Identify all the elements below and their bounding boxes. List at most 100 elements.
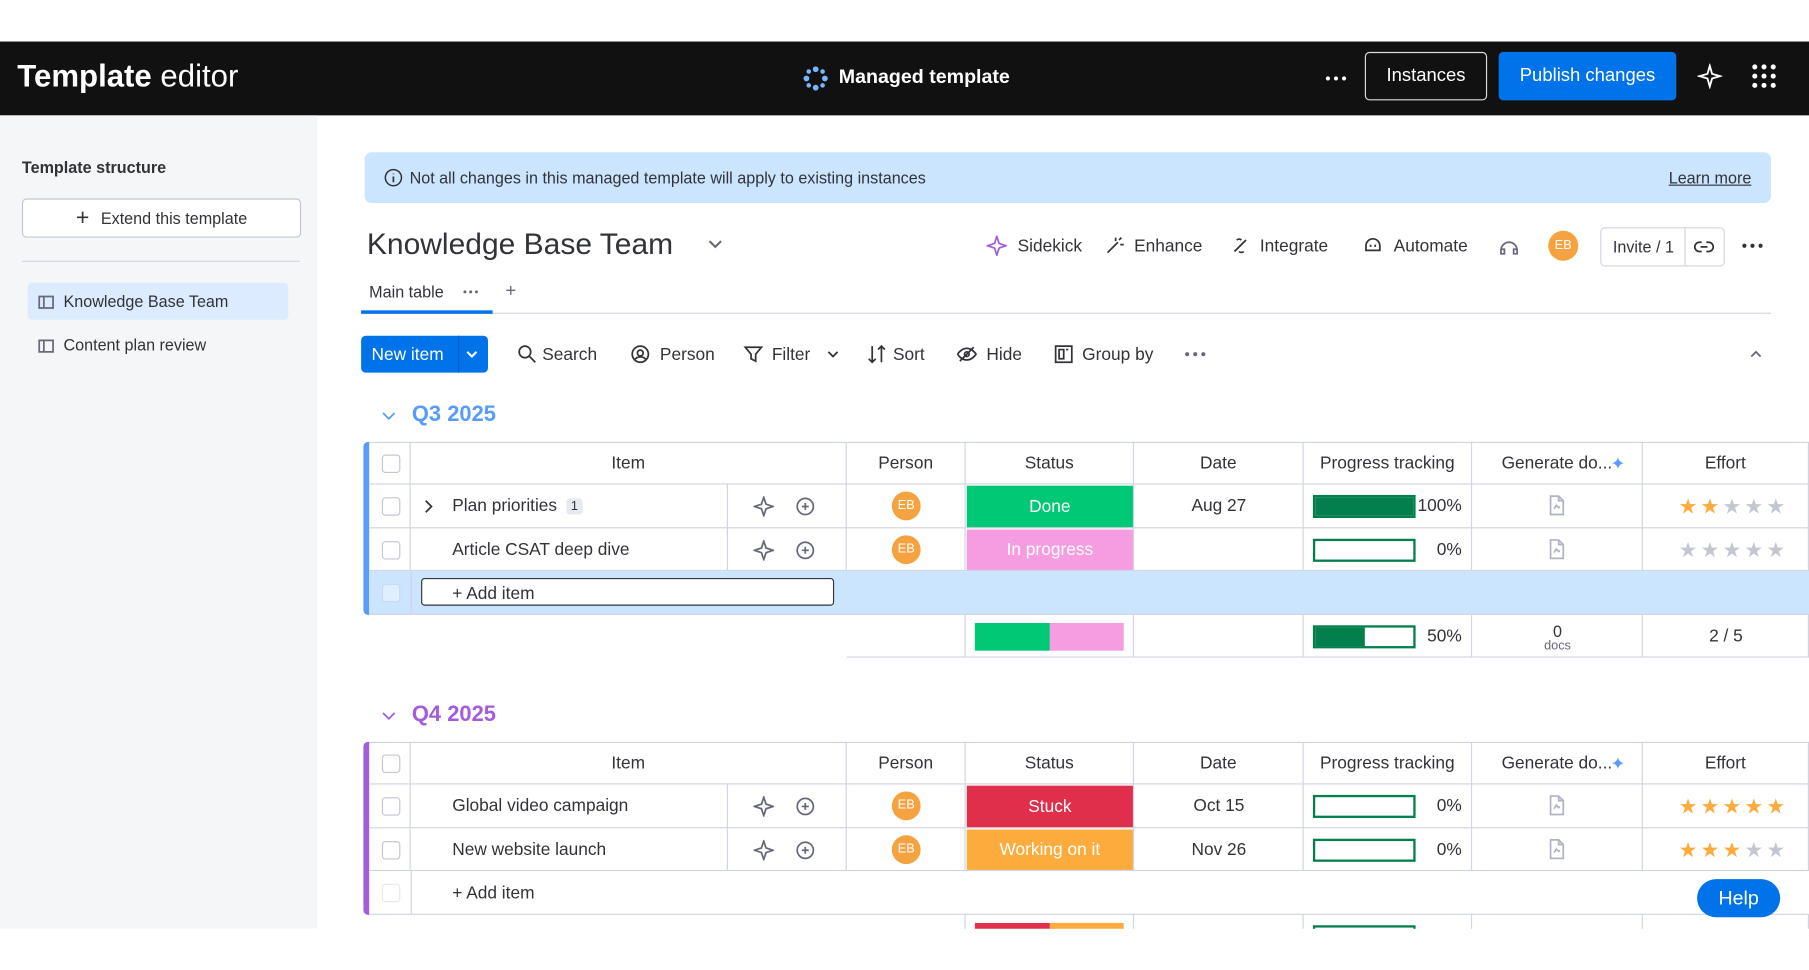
- update-icon: [796, 841, 815, 859]
- board-link[interactable]: Knowledge Base Team: [27, 282, 289, 320]
- group-title[interactable]: Q3 2025: [411, 402, 496, 427]
- action-label[interactable]: Sidekick: [1017, 236, 1083, 257]
- date: Nov 26: [1191, 839, 1247, 860]
- extend-button[interactable]: + Extend this template: [21, 198, 302, 238]
- checkbox-divider: [410, 571, 412, 615]
- tool-label[interactable]: Group by: [1082, 344, 1154, 365]
- person-avatar[interactable]: EB: [891, 491, 921, 521]
- status-label[interactable]: In progress: [966, 529, 1133, 571]
- checkbox[interactable]: [381, 797, 401, 817]
- checkbox[interactable]: [381, 583, 401, 603]
- star: ★: [1700, 795, 1721, 819]
- column-header: Item: [410, 741, 847, 785]
- toolbar-more[interactable]: [1184, 350, 1207, 359]
- status-label[interactable]: Done: [966, 486, 1133, 527]
- update-icon: [796, 498, 815, 516]
- collapse-icon[interactable]: [1748, 348, 1764, 360]
- tool-label[interactable]: Filter: [771, 344, 811, 365]
- link-icon[interactable]: [1693, 238, 1715, 256]
- table-cell: [410, 784, 847, 829]
- title-bold: Template: [17, 58, 152, 94]
- add-item[interactable]: + Add item: [452, 883, 535, 904]
- add-item[interactable]: + Add item: [452, 583, 535, 604]
- board-more[interactable]: [1741, 241, 1764, 250]
- action-label[interactable]: Automate: [1393, 236, 1468, 257]
- divider: [458, 335, 460, 373]
- progress-bar: [1312, 795, 1416, 819]
- table-cell: [1303, 828, 1473, 872]
- board-name: Content plan review: [63, 335, 207, 355]
- person-avatar[interactable]: EB: [891, 535, 921, 564]
- app-title: Template editor: [17, 59, 238, 95]
- updates-icon[interactable]: [1498, 234, 1521, 257]
- add-item-input[interactable]: [421, 578, 835, 606]
- apps-icon[interactable]: [1751, 63, 1776, 88]
- checkbox[interactable]: [381, 497, 401, 517]
- person-avatar[interactable]: EB: [891, 835, 921, 864]
- sparkle-icon[interactable]: [1697, 63, 1723, 89]
- star: ★: [1700, 838, 1721, 862]
- more-icon[interactable]: [1324, 74, 1347, 83]
- summary-cell: [847, 914, 966, 929]
- tool-label[interactable]: Search: [542, 344, 598, 365]
- summary-cell: [1134, 614, 1304, 658]
- learn-more[interactable]: Learn more: [1668, 168, 1752, 187]
- tab-label[interactable]: Main table: [369, 282, 444, 302]
- board-link[interactable]: Content plan review: [28, 326, 289, 363]
- tool-label[interactable]: Sort: [892, 344, 925, 365]
- tool-icon: [956, 346, 978, 362]
- ai-icon: ✦: [1610, 454, 1626, 475]
- table-cell: [1642, 485, 1809, 529]
- star: ★: [1766, 838, 1787, 862]
- checkbox[interactable]: [381, 754, 401, 773]
- star: ★: [1722, 795, 1743, 819]
- checkbox[interactable]: [381, 540, 401, 560]
- new-item-button[interactable]: New item: [361, 335, 489, 373]
- table-cell: [846, 485, 966, 529]
- column-header: Date: [1134, 741, 1304, 785]
- tool-icon: [518, 345, 536, 363]
- status-label[interactable]: Working on it: [966, 829, 1133, 871]
- checkbox[interactable]: [381, 454, 401, 474]
- title-chevron[interactable]: [707, 239, 723, 251]
- table-cell: [410, 828, 847, 872]
- table-cell: [369, 485, 411, 529]
- status-label[interactable]: Stuck: [966, 786, 1133, 827]
- group-title[interactable]: Q4 2025: [411, 702, 496, 727]
- tab-line: [361, 312, 1771, 314]
- expand-icon: [425, 500, 433, 514]
- invite-box[interactable]: Invite / 1: [1600, 227, 1725, 267]
- dropdown-icon[interactable]: [465, 350, 479, 359]
- tab-more[interactable]: [463, 288, 479, 295]
- add-tab[interactable]: +: [505, 281, 517, 302]
- table-cell: [1303, 485, 1473, 529]
- star: ★: [1678, 538, 1699, 562]
- action-label[interactable]: Enhance: [1134, 236, 1203, 257]
- summary-cell: [966, 914, 1135, 929]
- title-light: editor: [160, 58, 239, 94]
- table-cell: [1642, 784, 1809, 829]
- checkbox[interactable]: [381, 883, 401, 903]
- action-label[interactable]: Integrate: [1259, 236, 1329, 257]
- update-icon: [796, 541, 815, 559]
- item-name: Plan priorities 1: [452, 497, 583, 516]
- checkbox[interactable]: [381, 840, 401, 860]
- divider: [1684, 228, 1686, 266]
- table-cell: [1472, 485, 1643, 529]
- item-text: New website launch: [452, 839, 607, 860]
- table-cell: [369, 784, 411, 829]
- avatar[interactable]: EB: [1548, 230, 1579, 261]
- person-avatar[interactable]: EB: [891, 791, 921, 821]
- item-name: Global video campaign: [452, 797, 628, 817]
- publish-button[interactable]: Publish changes: [1498, 51, 1677, 101]
- column-header: Progress tracking: [1303, 441, 1473, 486]
- tool-label[interactable]: Hide: [986, 344, 1023, 365]
- tool-label[interactable]: Person: [659, 344, 715, 365]
- progress-label: 100%: [1417, 496, 1462, 517]
- instances-button[interactable]: Instances: [1364, 51, 1488, 101]
- help-button[interactable]: Help: [1697, 879, 1781, 918]
- subitem-count: 1: [566, 498, 583, 515]
- progress-label: 0%: [1436, 539, 1462, 560]
- table-cell: [965, 784, 1135, 829]
